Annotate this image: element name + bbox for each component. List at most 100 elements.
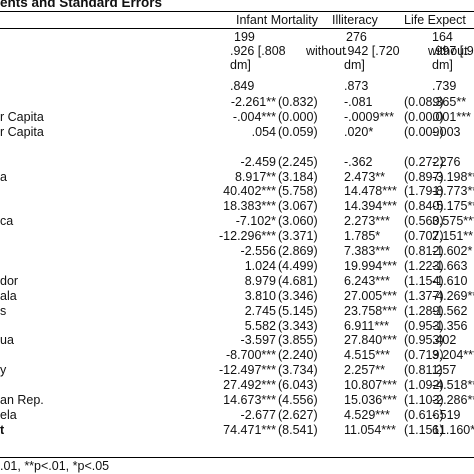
coef-illiteracy: -.362 bbox=[344, 154, 373, 169]
coef-infant-mortality: -.004*** bbox=[232, 109, 276, 124]
se-illiteracy: (0.707) bbox=[404, 229, 444, 244]
coef-illiteracy: 6.911*** bbox=[344, 318, 389, 333]
coef-infant-mortality: 27.492*** bbox=[223, 378, 276, 393]
se-infant-mortality: (3.346) bbox=[278, 288, 318, 303]
row-label: r Capita bbox=[0, 109, 44, 124]
coef-illiteracy: 6.243*** bbox=[344, 273, 390, 288]
se-illiteracy: (0.560) bbox=[404, 214, 444, 229]
se-illiteracy: (0.009) bbox=[404, 124, 444, 139]
se-infant-mortality: (0.832) bbox=[278, 95, 318, 109]
coef-infant-mortality: -8.700*** bbox=[225, 348, 276, 363]
se-infant-mortality: (5.145) bbox=[278, 303, 318, 318]
se-illiteracy: (0.840) bbox=[404, 199, 444, 214]
se-illiteracy: (0.812) bbox=[404, 244, 444, 258]
se-infant-mortality: (3.067) bbox=[278, 199, 318, 214]
r2-infant-mortality: .849 bbox=[230, 79, 255, 93]
coef-illiteracy: -.081 bbox=[344, 95, 373, 109]
se-infant-mortality: (3.184) bbox=[278, 169, 318, 184]
coef-infant-mortality: 14.673*** bbox=[223, 393, 276, 407]
coef-infant-mortality: -12.497*** bbox=[219, 363, 276, 378]
se-illiteracy: (1.289) bbox=[404, 303, 444, 318]
se-infant-mortality: (0.000) bbox=[278, 109, 318, 124]
se-illiteracy: (0.000) bbox=[404, 109, 444, 124]
se-illiteracy: (1.377) bbox=[404, 288, 444, 303]
coef-illiteracy: -.0009*** bbox=[344, 109, 395, 124]
se-infant-mortality: (2.869) bbox=[278, 244, 318, 258]
coef-life-expectancy: -.276 bbox=[432, 154, 461, 169]
coef-infant-mortality: -2.677 bbox=[240, 407, 276, 422]
coef-illiteracy: 14.478*** bbox=[344, 184, 397, 199]
row-label: ala bbox=[0, 288, 17, 303]
coef-infant-mortality: -7.102* bbox=[235, 214, 276, 229]
se-illiteracy: (1.223) bbox=[404, 258, 444, 273]
se-illiteracy: (0.719) bbox=[404, 348, 444, 363]
coef-illiteracy: 14.394*** bbox=[344, 199, 397, 214]
coef-life-expectancy: -1.663 bbox=[432, 258, 468, 273]
coef-life-expectancy: .001*** bbox=[432, 109, 471, 124]
coef-infant-mortality: -2.459 bbox=[240, 154, 276, 169]
header-rule bbox=[0, 28, 474, 29]
coef-life-expectancy: .257 bbox=[432, 363, 457, 378]
bottom-rule bbox=[0, 457, 474, 458]
se-infant-mortality: (8.541) bbox=[278, 422, 318, 437]
coef-life-expectancy: -.519 bbox=[432, 407, 461, 422]
coef-life-expectancy: .402 bbox=[432, 333, 457, 348]
coef-illiteracy: 1.785* bbox=[344, 229, 381, 244]
fit-unit-2: dm] bbox=[344, 58, 365, 72]
row-label: a bbox=[0, 169, 7, 184]
coef-illiteracy: 11.054*** bbox=[344, 422, 396, 437]
coef-infant-mortality: 40.402*** bbox=[223, 184, 276, 199]
coef-infant-mortality: -2.261** bbox=[230, 95, 276, 109]
row-label: t bbox=[0, 422, 5, 437]
coef-life-expectancy: -8.773*** bbox=[432, 184, 474, 199]
coef-infant-mortality: 18.383*** bbox=[223, 199, 276, 214]
se-illiteracy: (1.103) bbox=[404, 393, 444, 407]
coef-life-expectancy: -1.562 bbox=[432, 303, 468, 318]
fit-life-expectancy: .997 [.992 bbox=[432, 44, 474, 58]
row-label: s bbox=[0, 303, 7, 318]
fit-without-label-1: without bbox=[306, 44, 346, 58]
r2-illiteracy: .873 bbox=[344, 79, 369, 93]
coef-infant-mortality: 2.745 bbox=[244, 303, 276, 318]
coef-illiteracy: 2.257** bbox=[344, 363, 386, 378]
coef-life-expectancy: 3.575*** bbox=[432, 214, 474, 229]
fit-without-label-2: without bbox=[428, 44, 468, 58]
coef-infant-mortality: 8.979 bbox=[244, 273, 276, 288]
se-infant-mortality: (4.681) bbox=[278, 273, 318, 288]
header-illiteracy: Illiteracy bbox=[332, 13, 378, 27]
coef-illiteracy: 27.840*** bbox=[344, 333, 397, 348]
coef-life-expectancy: -3.198*** bbox=[432, 169, 474, 184]
n-illiteracy: 276 bbox=[346, 30, 367, 44]
fit-unit-1: dm] bbox=[230, 58, 251, 72]
se-infant-mortality: (6.043) bbox=[278, 378, 318, 393]
coef-infant-mortality: 3.810 bbox=[244, 288, 276, 303]
coef-life-expectancy: -.003 bbox=[432, 124, 461, 139]
fit-illiteracy: .942 [.720 bbox=[344, 44, 400, 58]
coef-illiteracy: .020* bbox=[344, 124, 374, 139]
se-illiteracy: (1.092) bbox=[404, 378, 444, 393]
coef-illiteracy: 10.807*** bbox=[344, 378, 397, 393]
se-infant-mortality: (2.627) bbox=[278, 407, 318, 422]
coef-illiteracy: 15.036*** bbox=[344, 393, 397, 407]
se-illiteracy: (0.953) bbox=[404, 318, 444, 333]
top-rule bbox=[0, 11, 474, 12]
se-illiteracy: (0.089) bbox=[404, 95, 444, 109]
n-infant-mortality: 199 bbox=[234, 30, 255, 44]
row-label: ca bbox=[0, 214, 14, 229]
coef-illiteracy: 2.473** bbox=[344, 169, 386, 184]
se-infant-mortality: (3.734) bbox=[278, 363, 318, 378]
se-infant-mortality: (4.499) bbox=[278, 258, 318, 273]
se-infant-mortality: (2.240) bbox=[278, 348, 318, 363]
se-infant-mortality: (3.343) bbox=[278, 318, 318, 333]
coef-life-expectancy: 2.151** bbox=[432, 229, 474, 244]
coef-infant-mortality: .054 bbox=[251, 124, 276, 139]
coef-illiteracy: 23.758*** bbox=[344, 303, 397, 318]
se-infant-mortality: (3.060) bbox=[278, 214, 318, 229]
se-illiteracy: (1.791) bbox=[404, 184, 444, 199]
se-infant-mortality: (3.371) bbox=[278, 229, 318, 244]
coef-life-expectancy: 61.160*** bbox=[432, 422, 474, 437]
row-label: r Capita bbox=[0, 124, 44, 139]
coef-infant-mortality: -12.296*** bbox=[219, 229, 276, 244]
row-label: an Rep. bbox=[0, 393, 44, 407]
